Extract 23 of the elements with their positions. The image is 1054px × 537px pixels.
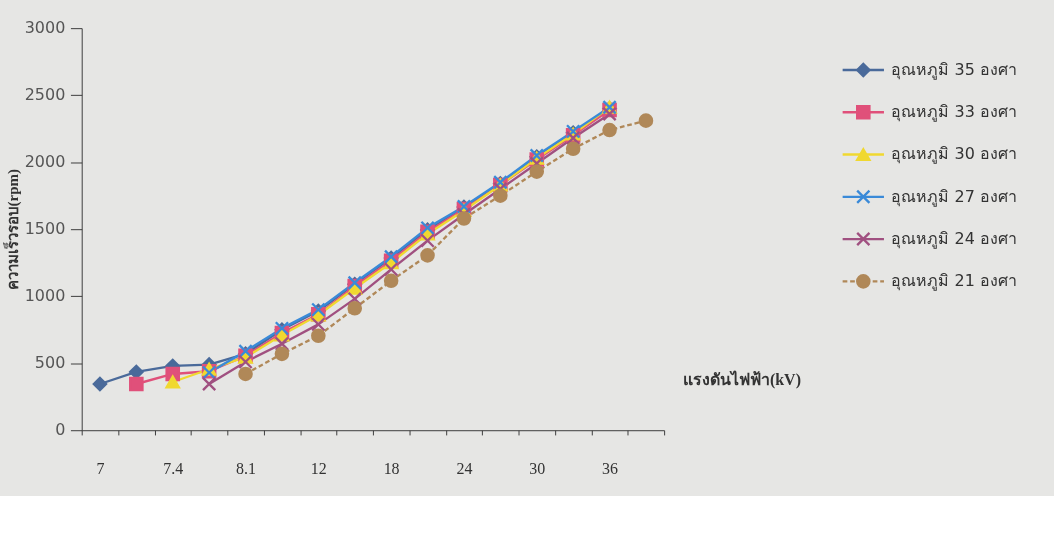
legend-label: อุณหภูมิ 24 องศา bbox=[891, 228, 1017, 249]
y-tick-label: 1500 bbox=[24, 219, 66, 239]
x-axis-title: แรงดันไฟฟ้า(kV) bbox=[682, 370, 801, 390]
legend-label: อุณหภูมิ 30 องศา bbox=[891, 144, 1017, 165]
x-tick-label: 24 bbox=[456, 459, 473, 477]
legend-label: อุณหภูมิ 27 องศา bbox=[891, 186, 1017, 207]
legend-label: อุณหภูมิ 35 องศา bbox=[891, 59, 1017, 80]
x-tick-label: 7 bbox=[96, 459, 105, 477]
y-tick-label: 1000 bbox=[24, 286, 66, 306]
y-tick-label: 2500 bbox=[24, 85, 66, 105]
y-tick-label: 2000 bbox=[24, 152, 66, 172]
x-tick-label: 30 bbox=[529, 459, 546, 477]
legend-label: อุณหภูมิ 21 องศา bbox=[891, 271, 1017, 292]
y-axis-title: ความเร็วรอบ(rpm) bbox=[3, 168, 23, 291]
y-tick-label: 500 bbox=[34, 353, 66, 373]
y-tick-label: 0 bbox=[55, 420, 66, 440]
x-tick-label: 7.4 bbox=[163, 459, 184, 477]
y-tick-label: 3000 bbox=[24, 18, 66, 38]
x-tick-label: 36 bbox=[602, 459, 619, 477]
legend-label: อุณหภูมิ 33 องศา bbox=[891, 101, 1017, 122]
x-tick-label: 18 bbox=[383, 459, 400, 477]
x-tick-label: 8.1 bbox=[236, 459, 256, 477]
x-tick-label: 12 bbox=[310, 459, 327, 477]
